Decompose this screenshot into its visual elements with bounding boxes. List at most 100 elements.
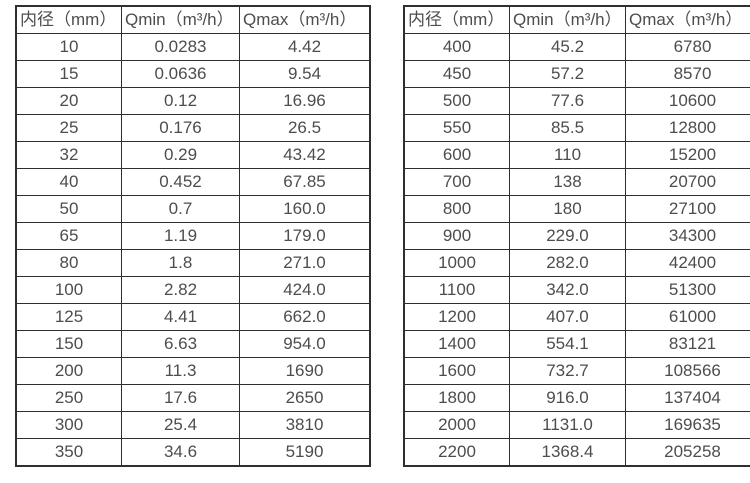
table-cell: 700 (403, 168, 510, 196)
table-row: 125 4.41 662.0 (15, 303, 371, 331)
table-cell: 125 (15, 303, 122, 331)
header-row: 内径（mm） Qmin（m³/h） Qmax（m³/h） (403, 5, 750, 34)
table-cell: 2.82 (121, 276, 240, 304)
table-cell: 9.54 (239, 60, 371, 88)
flow-spec-tables: 内径（mm） Qmin（m³/h） Qmax（m³/h） 10 0.0283 4.42 15… (15, 5, 750, 467)
table-cell: 662.0 (239, 303, 371, 331)
table-row: 65 1.19 179.0 (15, 222, 371, 250)
table-row: 32 0.29 43.42 (15, 141, 371, 169)
table-row: 700 138 20700 (403, 168, 750, 196)
table-cell: 0.12 (121, 87, 240, 115)
table-row: 1400 554.1 83121 (403, 330, 750, 358)
table-row: 2200 1368.4 205258 (403, 438, 750, 467)
table-cell: 2650 (239, 384, 371, 412)
table-cell: 80 (15, 249, 122, 277)
table-cell: 800 (403, 195, 510, 223)
table-cell: 550 (403, 114, 510, 142)
table-cell: 2000 (403, 411, 510, 439)
table-cell: 6780 (625, 33, 750, 61)
table-cell: 229.0 (509, 222, 626, 250)
table-row: 1100 342.0 51300 (403, 276, 750, 304)
table-cell: 0.7 (121, 195, 240, 223)
table-cell: 45.2 (509, 33, 626, 61)
table-cell: 11.3 (121, 357, 240, 385)
table-cell: 0.452 (121, 168, 240, 196)
table-cell: 16.96 (239, 87, 371, 115)
table-row: 1000 282.0 42400 (403, 249, 750, 277)
table-cell: 15 (15, 60, 122, 88)
table-cell: 1131.0 (509, 411, 626, 439)
table-cell: 0.176 (121, 114, 240, 142)
table-cell: 300 (15, 411, 122, 439)
table-cell: 2200 (403, 438, 510, 467)
table-cell: 32 (15, 141, 122, 169)
table-row: 2000 1131.0 169635 (403, 411, 750, 439)
table-cell: 282.0 (509, 249, 626, 277)
table-cell: 83121 (625, 330, 750, 358)
table-row: 1200 407.0 61000 (403, 303, 750, 331)
table-cell: 25.4 (121, 411, 240, 439)
table-cell: 4.41 (121, 303, 240, 331)
table-row: 350 34.6 5190 (15, 438, 371, 467)
table-cell: 4.42 (239, 33, 371, 61)
table-cell: 8570 (625, 60, 750, 88)
table-cell: 500 (403, 87, 510, 115)
table-cell: 26.5 (239, 114, 371, 142)
table-cell: 1600 (403, 357, 510, 385)
table-cell: 1000 (403, 249, 510, 277)
table-row: 250 17.6 2650 (15, 384, 371, 412)
flow-table-small-diameters: 内径（mm） Qmin（m³/h） Qmax（m³/h） 10 0.0283 4.42 15… (15, 5, 371, 467)
flow-table-large-diameters: 内径（mm） Qmin（m³/h） Qmax（m³/h） 400 45.2 6780 450… (403, 5, 750, 467)
table-cell: 180 (509, 195, 626, 223)
table-cell: 1400 (403, 330, 510, 358)
table-cell: 15200 (625, 141, 750, 169)
table-row: 1800 916.0 137404 (403, 384, 750, 412)
table-row: 450 57.2 8570 (403, 60, 750, 88)
table-cell: 43.42 (239, 141, 371, 169)
table-cell: 169635 (625, 411, 750, 439)
table-cell: 42400 (625, 249, 750, 277)
table-cell: 1200 (403, 303, 510, 331)
table-cell: 1.19 (121, 222, 240, 250)
table-row: 40 0.452 67.85 (15, 168, 371, 196)
column-header: Qmax（m³/h） (239, 5, 371, 34)
table-cell: 160.0 (239, 195, 371, 223)
table-cell: 732.7 (509, 357, 626, 385)
table-row: 550 85.5 12800 (403, 114, 750, 142)
table-row: 300 25.4 3810 (15, 411, 371, 439)
table-cell: 137404 (625, 384, 750, 412)
table-cell: 407.0 (509, 303, 626, 331)
table-cell: 57.2 (509, 60, 626, 88)
table-cell: 916.0 (509, 384, 626, 412)
table-cell: 1368.4 (509, 438, 626, 467)
table-cell: 0.0283 (121, 33, 240, 61)
table-cell: 1100 (403, 276, 510, 304)
column-header: Qmin（m³/h） (121, 5, 240, 34)
table-cell: 3810 (239, 411, 371, 439)
table-row: 900 229.0 34300 (403, 222, 750, 250)
table-row: 600 110 15200 (403, 141, 750, 169)
table-cell: 65 (15, 222, 122, 250)
table-cell: 1800 (403, 384, 510, 412)
table-cell: 50 (15, 195, 122, 223)
table-row: 15 0.0636 9.54 (15, 60, 371, 88)
table-cell: 0.29 (121, 141, 240, 169)
header-row: 内径（mm） Qmin（m³/h） Qmax（m³/h） (15, 5, 371, 34)
table-cell: 10 (15, 33, 122, 61)
table-cell: 12800 (625, 114, 750, 142)
column-header: 内径（mm） (15, 5, 122, 34)
column-header: Qmax（m³/h） (625, 5, 750, 34)
table-row: 150 6.63 954.0 (15, 330, 371, 358)
table-row: 200 11.3 1690 (15, 357, 371, 385)
table-cell: 51300 (625, 276, 750, 304)
table-cell: 34300 (625, 222, 750, 250)
table-row: 10 0.0283 4.42 (15, 33, 371, 61)
table-row: 400 45.2 6780 (403, 33, 750, 61)
table-cell: 179.0 (239, 222, 371, 250)
table-cell: 600 (403, 141, 510, 169)
table-cell: 0.0636 (121, 60, 240, 88)
table-cell: 138 (509, 168, 626, 196)
table-cell: 342.0 (509, 276, 626, 304)
table-cell: 450 (403, 60, 510, 88)
table-cell: 110 (509, 141, 626, 169)
